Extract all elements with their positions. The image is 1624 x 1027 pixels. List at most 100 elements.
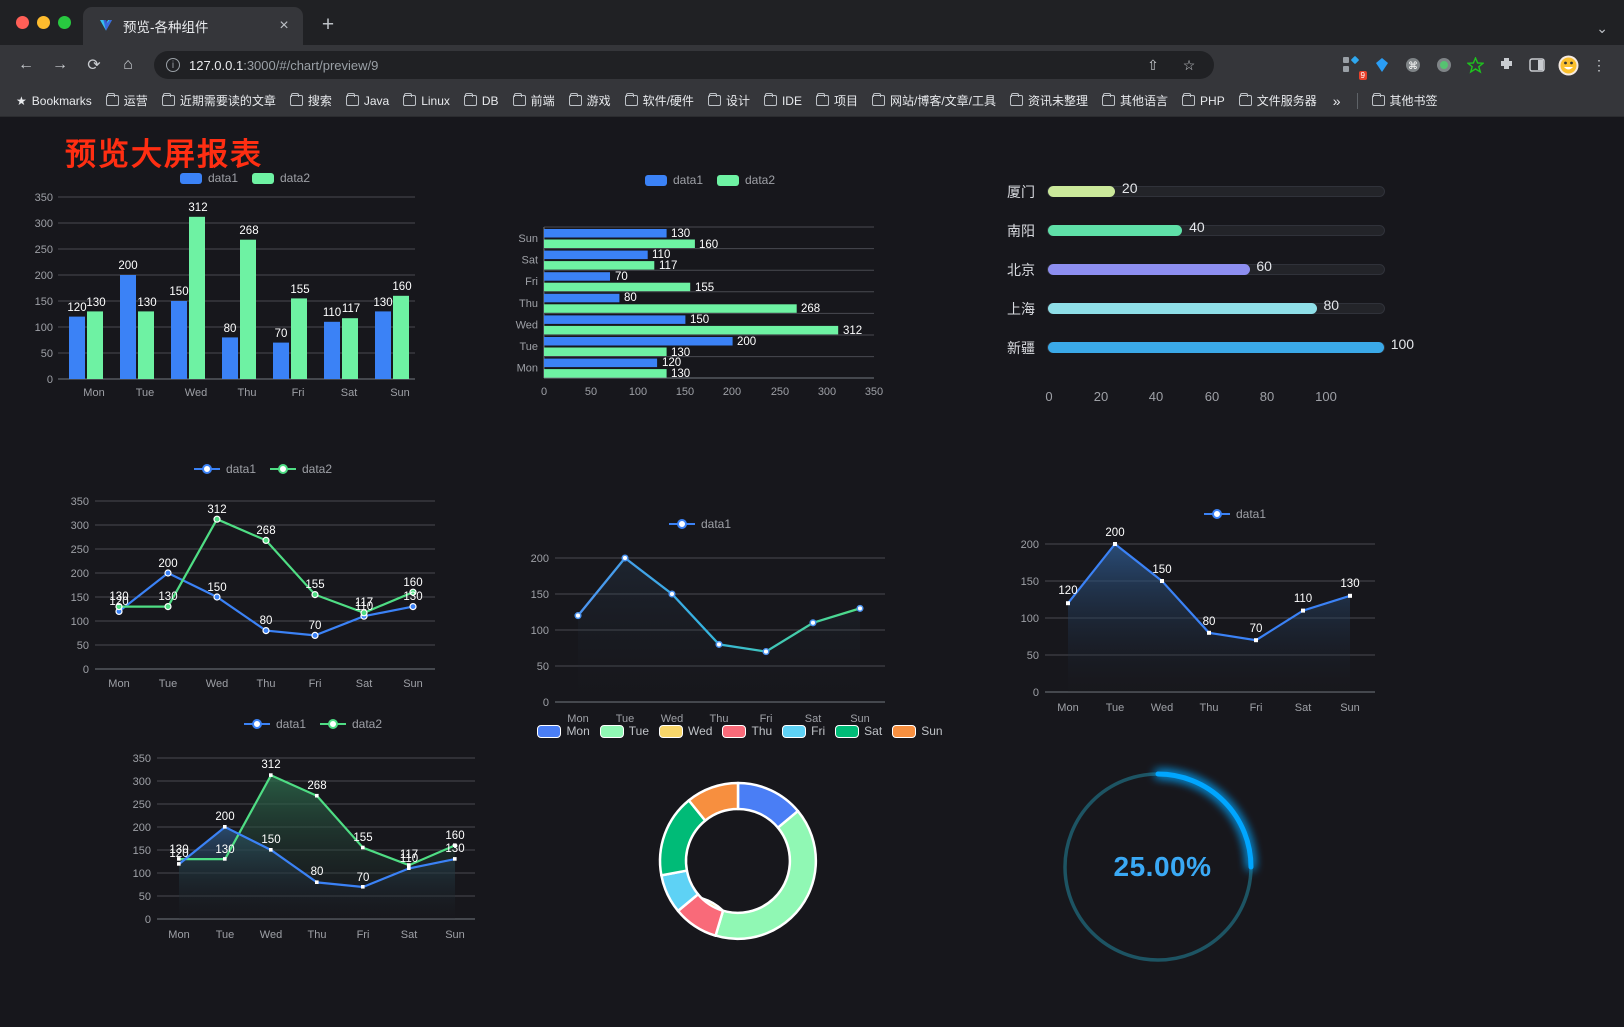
sidepanel-icon[interactable] [1524, 52, 1550, 78]
svg-text:200: 200 [35, 270, 53, 282]
new-tab-button[interactable]: + [321, 13, 335, 36]
legend-swatch-icon [892, 724, 917, 738]
window-traffic-lights[interactable] [10, 0, 83, 45]
legend-item[interactable]: data1 [1203, 507, 1266, 521]
bookmark-item[interactable]: DB [458, 91, 505, 111]
bookmark-item[interactable]: 搜索 [284, 89, 338, 112]
home-button[interactable]: ⌂ [123, 56, 133, 73]
progress-label: 上海 [1007, 300, 1035, 317]
legend-item[interactable]: data1 [243, 717, 306, 731]
chart-legend[interactable]: data1 [500, 512, 900, 536]
legend-swatch-icon [717, 174, 739, 186]
other-bookmarks-folder[interactable]: 其他书签 [1366, 89, 1444, 112]
site-info-icon[interactable]: i [166, 58, 180, 72]
progress-row[interactable]: 南阳 40 [995, 211, 1385, 250]
legend-item[interactable]: data1 [668, 517, 731, 531]
legend-item[interactable]: data2 [320, 717, 382, 731]
diamond-icon[interactable] [1369, 52, 1395, 78]
bookmark-item[interactable]: 近期需要读的文章 [156, 89, 282, 112]
svg-text:100: 100 [531, 625, 549, 637]
bookmark-item[interactable]: 前端 [507, 89, 561, 112]
progress-track[interactable]: 40 [1047, 219, 1385, 236]
progress-track[interactable]: 80 [1047, 297, 1385, 314]
bookmark-item[interactable]: 运营 [100, 89, 154, 112]
chart-legend[interactable]: data1 data2 [500, 167, 920, 193]
chart-legend[interactable]: data1 data2 [30, 165, 460, 191]
legend-item[interactable]: data2 [270, 462, 332, 476]
bookmark-item[interactable]: 项目 [810, 89, 864, 112]
kebab-menu-icon[interactable]: ⋮ [1592, 56, 1606, 73]
legend-item[interactable]: data1 [193, 462, 256, 476]
progress-axis: 0 20 40 60 80 100 [1045, 389, 1336, 404]
bookmark-item[interactable]: 资讯未整理 [1004, 89, 1094, 112]
legend-line-marker-icon [1203, 508, 1230, 520]
extension-grid-icon[interactable]: 9 [1338, 52, 1367, 80]
svg-text:Wed: Wed [185, 387, 207, 399]
progress-row[interactable]: 厦门 20 [995, 172, 1385, 211]
progress-track[interactable]: 100 [1047, 336, 1414, 353]
progress-row[interactable]: 北京 60 [995, 250, 1385, 289]
progress-fill [1048, 342, 1384, 353]
close-window-button[interactable] [16, 16, 29, 29]
legend-item[interactable]: data2 [252, 171, 310, 185]
maximize-window-button[interactable] [58, 16, 71, 29]
svg-text:60: 60 [1205, 389, 1219, 404]
legend-item[interactable]: Mon [537, 724, 590, 738]
legend-item[interactable]: Sun [892, 724, 943, 738]
progress-row[interactable]: 上海 80 [995, 289, 1385, 328]
browser-tab[interactable]: 预览-各种组件 × [83, 7, 303, 45]
svg-text:250: 250 [35, 244, 53, 256]
legend-item[interactable]: Wed [659, 724, 712, 738]
back-button[interactable]: ← [18, 56, 34, 73]
reload-button[interactable]: ⟳ [87, 57, 101, 74]
legend-item[interactable]: Sat [835, 724, 882, 738]
legend-swatch-icon [599, 724, 624, 738]
star-outline-green-icon[interactable] [1462, 52, 1488, 78]
bookmark-item[interactable]: IDE [758, 91, 808, 111]
progress-track[interactable]: 20 [1047, 180, 1385, 197]
bookmark-item[interactable]: 游戏 [563, 89, 617, 112]
chart-legend[interactable]: data1 [1035, 502, 1435, 526]
bookmark-item[interactable]: PHP [1176, 91, 1231, 111]
bookmark-item[interactable]: 网站/博客/文章/工具 [866, 89, 1002, 112]
legend-item[interactable]: Thu [722, 724, 772, 738]
legend-item[interactable]: data2 [717, 173, 775, 187]
bookmark-item[interactable]: Java [340, 91, 395, 111]
address-bar[interactable]: i 127.0.0.1:3000/#/chart/preview/9 ⇧ ☆ [154, 51, 1214, 79]
puzzle-icon[interactable] [1493, 52, 1519, 78]
pie-legend[interactable]: Mon Tue Wed Thu Fri Sat Sun [535, 717, 945, 745]
area-fill [179, 775, 455, 919]
legend-label: data1 [207, 171, 238, 185]
circle-green-icon[interactable] [1431, 52, 1457, 78]
bookmark-item[interactable]: ★ Bookmarks [10, 91, 98, 111]
share-icon[interactable]: ⇧ [1147, 56, 1159, 73]
svg-text:120: 120 [67, 302, 86, 314]
progress-track[interactable]: 60 [1047, 258, 1385, 275]
progress-row[interactable]: 新疆 100 [995, 328, 1414, 367]
legend-item[interactable]: data1 [179, 171, 238, 185]
legend-item[interactable]: Tue [599, 724, 649, 738]
pie-slice-sun[interactable] [687, 781, 740, 822]
legend-item[interactable]: data1 [644, 173, 703, 187]
bookmark-star-icon[interactable]: ☆ [1182, 56, 1196, 73]
profile-avatar-icon[interactable] [1555, 52, 1581, 78]
bookmark-label: 其他书签 [1389, 94, 1438, 108]
svg-text:Sun: Sun [403, 678, 423, 690]
forward-button[interactable]: → [52, 56, 68, 73]
chart-legend[interactable]: data1 data2 [113, 712, 513, 736]
chart-legend[interactable]: data1 data2 [53, 457, 473, 481]
legend-item[interactable]: Fri [782, 724, 825, 738]
bookmarks-overflow-button[interactable]: » [1332, 92, 1341, 109]
svg-text:Mon: Mon [83, 387, 104, 399]
bookmark-item[interactable]: 其他语言 [1096, 89, 1174, 112]
bookmark-item[interactable]: 文件服务器 [1233, 89, 1323, 112]
legend-swatch-icon [644, 174, 667, 186]
command-icon[interactable]: ⌘ [1400, 52, 1426, 78]
bookmark-item[interactable]: 设计 [702, 89, 756, 112]
close-tab-icon[interactable]: × [279, 17, 289, 34]
minimize-window-button[interactable] [37, 16, 50, 29]
tab-list-chevron-icon[interactable]: ⌄ [1596, 20, 1608, 36]
folder-icon [1182, 93, 1196, 106]
bookmark-item[interactable]: Linux [397, 91, 456, 111]
bookmark-item[interactable]: 软件/硬件 [619, 89, 700, 112]
